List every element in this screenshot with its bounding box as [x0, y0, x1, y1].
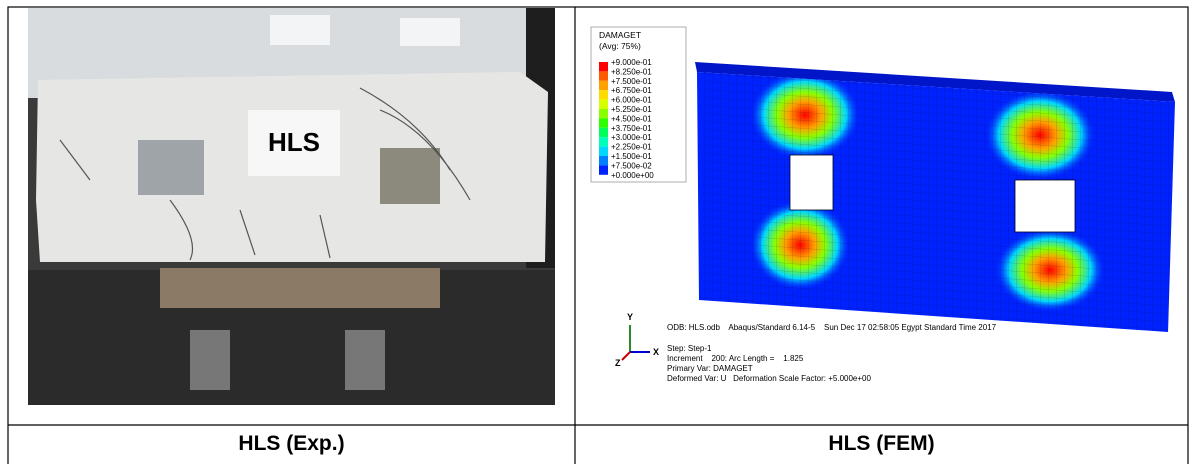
legend-band — [599, 156, 608, 165]
legend-value: +0.000e+00 — [611, 171, 654, 180]
legend-band — [599, 128, 608, 137]
legend-value: +3.000e-01 — [611, 133, 652, 142]
caption: HLS (Exp.) — [8, 426, 575, 462]
figure: HLS DAMAGET (Avg: 75%) +9.000e-01+8.250e… — [0, 0, 1196, 464]
photo: HLS — [28, 8, 555, 405]
info-line: ODB: HLS.odb Abaqus/Standard 6.14-5 Sun … — [667, 323, 997, 332]
legend-value: +2.250e-01 — [611, 143, 652, 152]
legend-value: +7.500e-02 — [611, 161, 652, 170]
legend-band — [599, 137, 608, 146]
legend-band — [599, 147, 608, 156]
axis-z: Z — [615, 358, 621, 368]
legend-subtitle: (Avg: 75%) — [599, 41, 641, 51]
legend-band — [599, 71, 608, 80]
legend-value: +4.500e-01 — [611, 114, 652, 123]
legend: DAMAGET (Avg: 75%) +9.000e-01+8.250e-01+… — [591, 27, 686, 182]
legend-value: +8.250e-01 — [611, 67, 652, 76]
info-line: Deformed Var: U Deformation Scale Factor… — [667, 374, 872, 383]
fem-model — [695, 62, 1175, 332]
legend-value: +1.500e-01 — [611, 152, 652, 161]
legend-band — [599, 165, 608, 174]
legend-band — [599, 81, 608, 90]
legend-band — [599, 90, 608, 99]
legend-value: +3.750e-01 — [611, 124, 652, 133]
figure-graphics: HLS DAMAGET (Avg: 75%) +9.000e-01+8.250e… — [0, 0, 1196, 464]
photo-label: HLS — [268, 127, 320, 157]
legend-band — [599, 109, 608, 118]
info-line: Increment 200: Arc Length = 1.825 — [667, 354, 804, 363]
legend-title: DAMAGET — [599, 30, 641, 40]
legend-band — [599, 62, 608, 71]
legend-band — [599, 118, 608, 127]
info-line: Primary Var: DAMAGET — [667, 364, 753, 373]
legend-value: +9.000e-01 — [611, 58, 652, 67]
legend-value: +7.500e-01 — [611, 77, 652, 86]
legend-value: +5.250e-01 — [611, 105, 652, 114]
legend-band — [599, 100, 608, 109]
legend-value: +6.750e-01 — [611, 86, 652, 95]
axis-y: Y — [627, 312, 633, 322]
legend-value: +6.000e-01 — [611, 96, 652, 105]
caption: HLS (FEM) — [575, 426, 1188, 462]
info-block: ODB: HLS.odb Abaqus/Standard 6.14-5 Sun … — [667, 323, 997, 383]
axis-triad: Y X Z — [615, 312, 659, 368]
info-line: Step: Step-1 — [667, 344, 712, 353]
axis-x: X — [653, 347, 659, 357]
